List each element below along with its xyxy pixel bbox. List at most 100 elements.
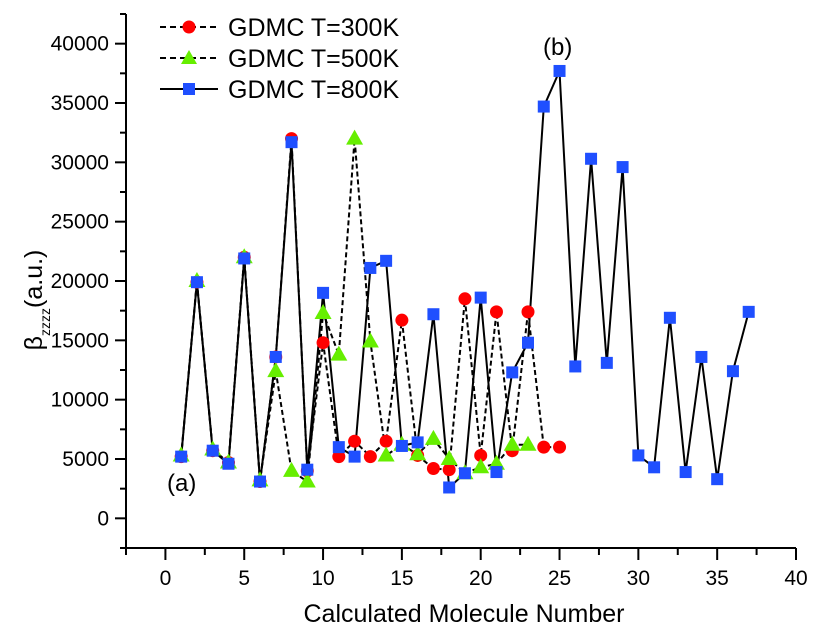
data-point-s2-34 [711,473,724,486]
x-tick-label: 0 [160,567,172,590]
legend-entry-0: GDMC T=300K [160,14,399,42]
y-axis-title: βzzzz(a.u.) [20,250,53,351]
legend-label-1: GDMC T=500K [228,45,399,73]
x-tick-label: 5 [238,567,250,590]
data-point-s0-13 [379,434,393,448]
data-point-s1-22 [519,435,537,451]
x-tick-label: 20 [469,567,492,590]
data-point-s2-3 [222,457,235,470]
data-point-s0-10 [332,450,346,464]
legend-label-0: GDMC T=300K [228,14,399,42]
data-point-s2-9 [317,286,330,299]
data-point-s1-11 [346,129,364,145]
tick-marks [115,13,797,560]
legend-entry-2: GDMC T=800K [160,76,399,104]
data-point-s2-30 [648,461,661,474]
data-point-s2-26 [585,152,598,165]
data-point-s0-19 [474,448,488,462]
data-point-s1-13 [377,446,395,462]
data-point-s1-16 [424,429,442,445]
data-point-s2-31 [663,311,676,324]
data-point-s1-7 [283,461,301,477]
data-point-s2-28 [616,161,629,174]
y-tick-label: 40000 [51,33,109,56]
data-point-s2-8 [301,463,314,476]
data-point-s0-24 [553,440,567,454]
y-tick-label: 5000 [62,448,109,471]
data-point-s1-17 [440,450,458,465]
data-point-s1-8 [298,472,316,488]
data-point-s0-20 [489,305,503,319]
data-point-s2-27 [600,356,613,369]
data-point-s2-35 [726,365,739,378]
x-tick-label: 15 [390,567,413,590]
data-point-s2-18 [458,467,471,480]
data-point-s2-19 [474,291,487,304]
data-point-s2-22 [522,336,534,349]
data-point-s0-12 [363,450,377,464]
data-point-s0-16 [426,461,440,475]
y-tick-label: 30000 [51,151,109,174]
y-tick-label: 35000 [51,92,109,115]
data-point-s1-12 [361,332,379,348]
data-point-s2-5 [254,475,266,488]
y-tick-label: 20000 [51,270,109,293]
data-point-s2-32 [679,466,692,479]
x-tick-label: 30 [627,567,650,590]
data-point-s1-15 [409,445,427,461]
data-point-s2-7 [285,136,298,149]
y-axis-title-subscript: zzzz [37,308,53,336]
data-point-s0-9 [316,336,330,350]
data-point-s0-22 [521,305,535,319]
data-point-s2-11 [348,450,361,463]
data-point-s2-23 [537,100,550,113]
data-point-s2-0 [175,450,188,463]
data-point-s2-2 [206,444,219,457]
legend-label-2: GDMC T=800K [228,76,399,104]
data-point-s2-16 [427,308,440,321]
legend-marker-0 [182,20,196,34]
y-axis-title-symbol: β [20,336,48,350]
data-point-s0-11 [348,434,362,448]
x-tick-label: 10 [311,567,334,590]
annotation-b: (b) [543,34,572,61]
data-point-s2-10 [332,441,345,454]
data-point-s1-6 [267,362,285,378]
data-point-s1-10 [330,345,348,361]
legend-entry-1: GDMC T=500K [160,45,399,73]
data-point-s0-23 [537,440,551,454]
data-point-s1-9 [314,304,332,320]
series-line-2 [180,70,750,490]
legend: GDMC T=300K GDMC T=500K GDMC T=800K [160,14,399,104]
data-point-s2-1 [190,276,203,289]
data-point-s1-21 [503,435,521,451]
data-point-s2-13 [380,254,393,267]
data-point-s0-14 [395,313,409,327]
legend-marker-2 [183,83,195,95]
data-point-s2-21 [506,366,519,379]
y-tick-label: 15000 [51,329,109,352]
x-axis-title: Calculated Molecule Number [304,600,625,628]
x-tick-label: 25 [548,567,571,590]
tick-labels: 0 5 10 15 20 25 30 35 40 0 5000 10000 15000 20000 2500… [51,33,808,590]
data-point-s1-20 [487,454,505,470]
legend-marker-1 [181,50,197,64]
data-point-s2-14 [395,439,408,452]
data-point-s2-29 [632,449,645,462]
x-tick-label: 35 [705,567,728,590]
x-tick-label: 40 [784,567,807,590]
data-point-s2-20 [490,466,503,479]
data-point-s2-15 [411,436,424,449]
series-lines [180,70,750,490]
y-tick-label: 10000 [51,389,109,412]
y-tick-label: 0 [97,507,109,530]
data-point-s0-18 [458,292,472,306]
data-point-s2-6 [269,350,282,363]
data-point-s2-36 [742,305,755,318]
y-tick-label: 25000 [51,211,109,234]
series-markers [172,64,755,494]
series-line-1 [180,138,528,484]
svg-text:βzzzz(a.u.): βzzzz(a.u.) [20,250,53,351]
data-point-s0-17 [442,463,456,477]
